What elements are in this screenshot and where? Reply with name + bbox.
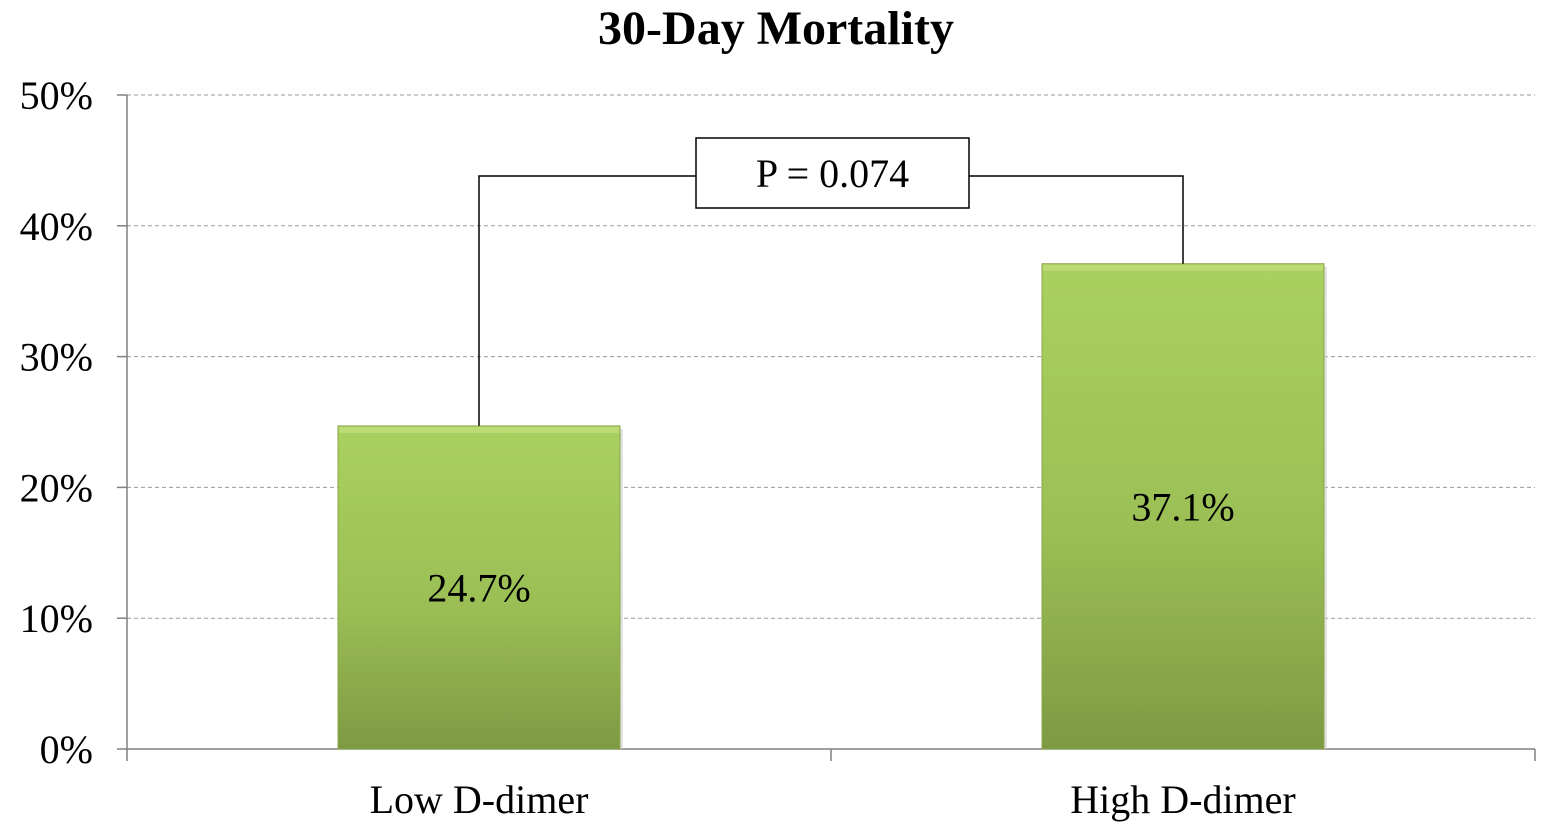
significance-annotation: P = 0.074 [478, 137, 1184, 426]
bar-value-labels: 24.7% 37.1% [427, 484, 1234, 610]
x-category-label: Low D-dimer [370, 777, 589, 822]
y-tick-label: 50% [20, 73, 93, 118]
y-tick-label: 20% [20, 465, 93, 510]
y-tick-label: 10% [20, 596, 93, 641]
x-category-label: High D-dimer [1070, 777, 1296, 822]
bar-bevel [339, 426, 619, 433]
bar-bevel [1043, 264, 1323, 271]
chart-title: 30-Day Mortality [598, 2, 954, 55]
y-tick-label: 30% [20, 335, 93, 380]
p-value-label: P = 0.074 [756, 151, 909, 196]
bars [337, 263, 1327, 750]
x-category-labels: Low D-dimer High D-dimer [370, 777, 1296, 822]
bar-value-label: 24.7% [427, 565, 530, 610]
y-tick-label: 40% [20, 204, 93, 249]
bar-value-label: 37.1% [1131, 484, 1234, 529]
bracket-left [478, 175, 696, 426]
bar-high-d-dimer [1041, 263, 1325, 750]
y-tick-labels: 0% 10% 20% 30% 40% 50% [20, 73, 93, 772]
y-tick-label: 0% [40, 727, 93, 772]
bar-low-d-dimer [337, 425, 621, 750]
p-value-box [695, 137, 970, 209]
bracket-right [969, 175, 1184, 264]
